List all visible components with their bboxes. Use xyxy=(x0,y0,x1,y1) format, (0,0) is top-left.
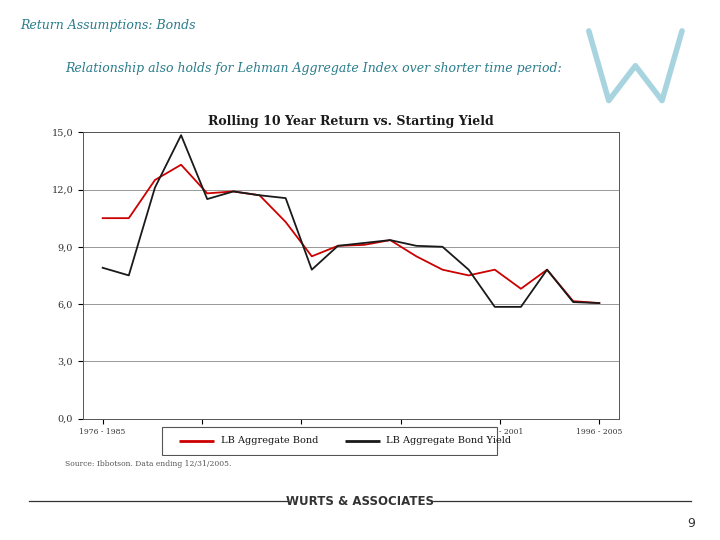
Text: Return Assumptions: Bonds: Return Assumptions: Bonds xyxy=(20,19,196,32)
Text: LB Aggregate Bond: LB Aggregate Bond xyxy=(220,436,318,445)
Text: 9: 9 xyxy=(687,517,695,530)
Text: LB Aggregate Bond Yield: LB Aggregate Bond Yield xyxy=(387,436,512,445)
Title: Rolling 10 Year Return vs. Starting Yield: Rolling 10 Year Return vs. Starting Yiel… xyxy=(208,116,494,129)
FancyBboxPatch shape xyxy=(162,427,497,455)
Text: WURTS & ASSOCIATES: WURTS & ASSOCIATES xyxy=(286,495,434,508)
Text: Source: Ibbotson. Data ending 12/31/2005.: Source: Ibbotson. Data ending 12/31/2005… xyxy=(65,460,231,468)
Text: Relationship also holds for Lehman Aggregate Index over shorter time period:: Relationship also holds for Lehman Aggre… xyxy=(65,62,562,75)
